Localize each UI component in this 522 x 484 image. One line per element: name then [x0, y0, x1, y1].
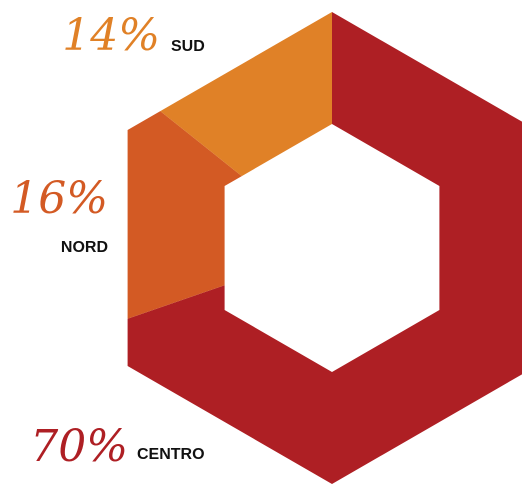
slice-percent-label-sud: 14% [62, 10, 160, 61]
labels: 14% SUD 16% NORD 70% CENTRO [10, 10, 205, 472]
slice-sud [160, 12, 332, 177]
slice-nord [127, 111, 242, 319]
slice-centro [127, 12, 522, 484]
slice-name-label-nord: NORD [61, 239, 108, 256]
slice-name-label-sud: SUD [171, 38, 205, 55]
slice-name-label-centro: CENTRO [137, 446, 205, 463]
slice-percent-label-nord: 16% [10, 173, 108, 224]
slice-percent-label-centro: 70% [30, 421, 128, 472]
slices [127, 12, 522, 484]
